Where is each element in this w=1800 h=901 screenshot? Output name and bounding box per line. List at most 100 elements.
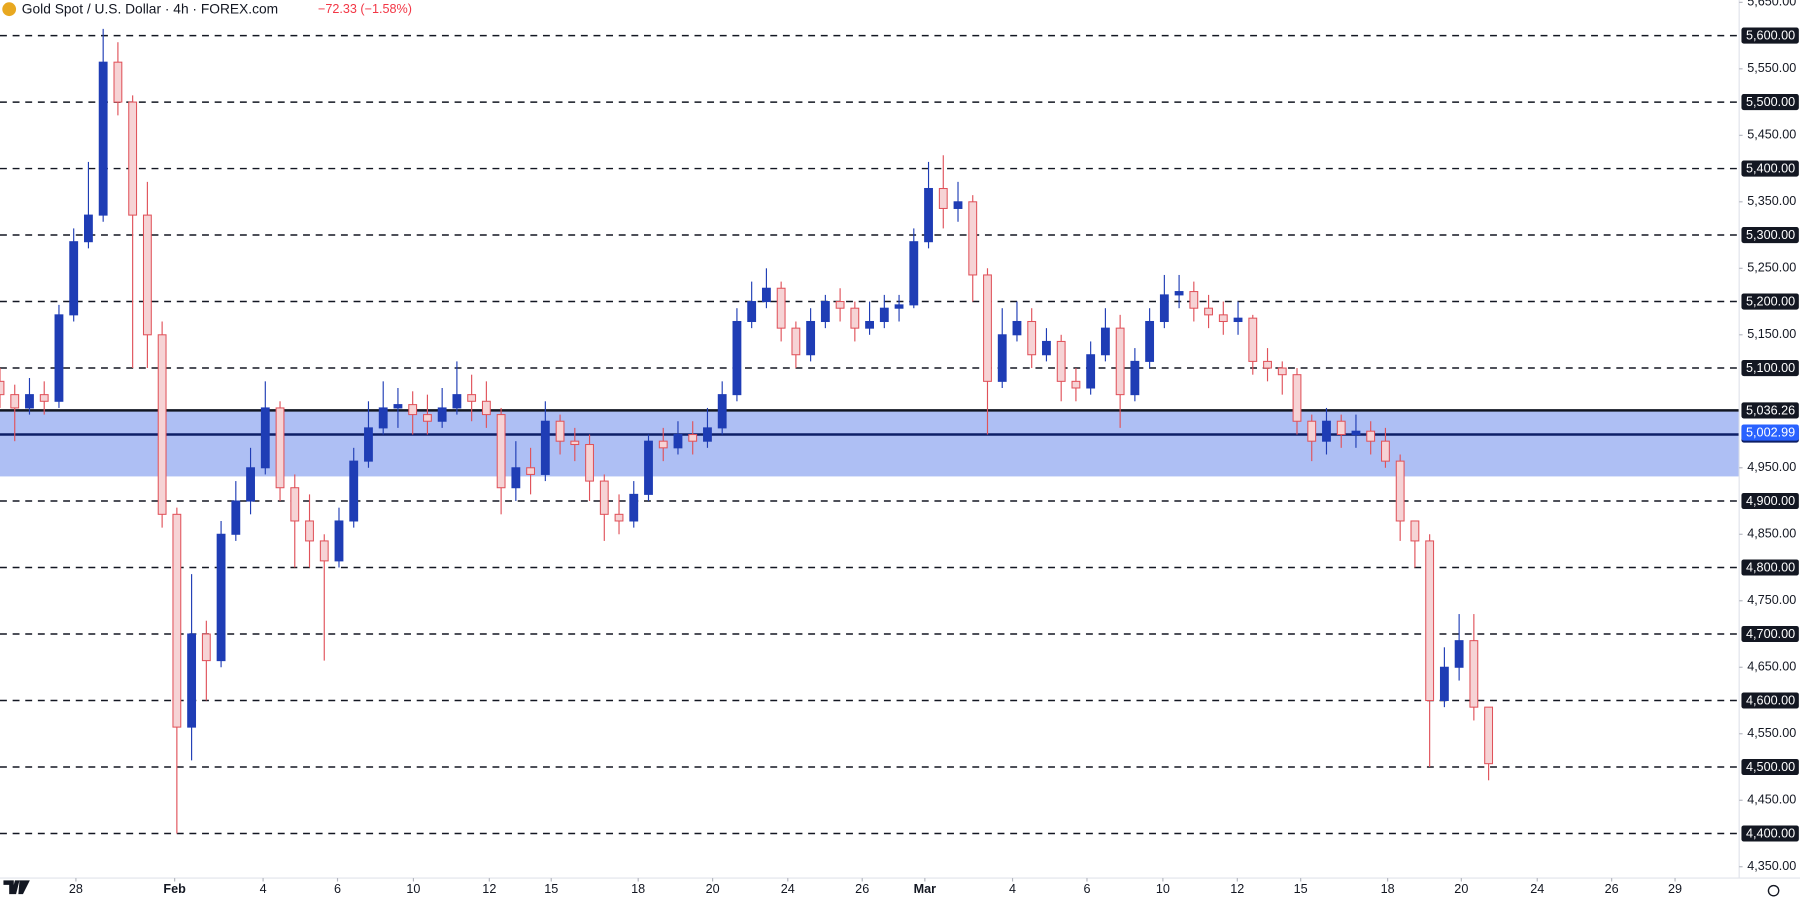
candle-body: [39, 394, 49, 402]
level-label-bg: [1741, 692, 1799, 709]
line-label: 5,036.26: [1746, 403, 1795, 417]
y-tick-label: 4,950.00: [1747, 460, 1796, 474]
candle-body: [260, 407, 270, 469]
candle-body: [1086, 354, 1096, 389]
candle-body: [555, 420, 565, 442]
candle-body: [1439, 666, 1449, 702]
candle-body: [791, 327, 801, 356]
candle-body: [1145, 320, 1155, 362]
candle-body: [997, 334, 1007, 382]
x-tick-label: 20: [1454, 882, 1468, 896]
candle-body: [393, 404, 403, 409]
candle-body: [423, 414, 432, 422]
candle-body: [1336, 420, 1346, 436]
level-label-bg: [1741, 825, 1799, 842]
candle-body: [275, 407, 285, 489]
candle-body: [25, 394, 34, 409]
marker-label-bg: [1741, 424, 1799, 441]
price-change: −72.33 (−1.58%): [318, 2, 412, 16]
y-tick-label: 5,250.00: [1747, 261, 1796, 275]
candle-body: [968, 201, 978, 276]
x-tick-label: 18: [631, 882, 645, 896]
candle-body: [924, 187, 933, 243]
x-tick-label: 6: [1083, 882, 1090, 896]
candle-body: [231, 500, 241, 535]
candle-body: [0, 380, 5, 396]
candle-body: [761, 287, 771, 303]
candle-body: [570, 440, 580, 446]
x-tick-label: 26: [1605, 882, 1619, 896]
candle-body: [1484, 706, 1494, 765]
candle-body: [1263, 360, 1272, 369]
candle-body: [688, 434, 698, 442]
level-label: 4,800.00: [1746, 560, 1795, 574]
candle-body: [364, 427, 373, 462]
candle-body: [216, 533, 226, 662]
zone: [0, 410, 1740, 477]
level-label: 5,500.00: [1746, 95, 1795, 109]
x-tick-label: 24: [1530, 882, 1544, 896]
candle-body: [644, 440, 653, 495]
candle-body: [732, 320, 742, 396]
candle-body: [1071, 380, 1081, 389]
level-label: 4,900.00: [1746, 494, 1795, 508]
x-tick-label: 4: [260, 882, 267, 896]
x-tick-label: 6: [334, 882, 341, 896]
candle-body: [909, 241, 919, 306]
settings-icon[interactable]: [1767, 884, 1780, 897]
candle-body: [658, 440, 668, 449]
marker-label: 5,002.99: [1746, 425, 1795, 439]
candle-body: [1027, 320, 1037, 356]
candle-body: [879, 307, 889, 323]
x-tick-label: 29: [1668, 882, 1682, 896]
candle-body: [481, 400, 491, 416]
candle-body: [938, 187, 948, 209]
candle-body: [1100, 327, 1110, 356]
y-tick-label: 4,350.00: [1747, 859, 1796, 873]
candle-body: [526, 467, 536, 475]
x-tick-label: 12: [482, 882, 496, 896]
candle-body: [290, 487, 300, 522]
x-tick-label: Feb: [163, 882, 186, 896]
candle-body: [1012, 320, 1022, 336]
candle-body: [1395, 460, 1405, 522]
symbol-icon: [2, 2, 17, 17]
candle-body: [113, 61, 123, 103]
candle-body: [1381, 440, 1390, 462]
candle-body: [1454, 640, 1464, 668]
level-label: 4,600.00: [1746, 693, 1795, 707]
x-tick-label: 10: [406, 882, 420, 896]
candle-body: [953, 201, 963, 209]
candle-body: [1233, 317, 1243, 323]
candle-body: [1351, 430, 1361, 436]
x-tick-label: 10: [1156, 882, 1170, 896]
candle-body: [1277, 367, 1287, 376]
y-tick-label: 4,850.00: [1747, 527, 1796, 541]
candle-body: [1425, 540, 1435, 702]
candle-body: [1307, 420, 1317, 442]
candle-body: [334, 520, 344, 562]
candle-body: [1042, 340, 1051, 356]
level-label-bg: [1741, 360, 1799, 377]
candle-body: [835, 301, 845, 309]
candle-body: [511, 467, 521, 489]
axes: 5,650.00 5,550.00 5,450.00 5,350.00 5,250.00…: [69, 0, 1799, 896]
y-tick-label: 5,650.00: [1747, 0, 1796, 9]
candle-body: [452, 394, 462, 409]
x-tick-label: 26: [855, 882, 869, 896]
candle-body: [201, 633, 211, 662]
candle-body: [1469, 640, 1479, 708]
candle-body: [599, 480, 609, 515]
level-label: 5,400.00: [1746, 161, 1795, 175]
chart-title: Gold Spot / U.S. Dollar · 4h · FOREX.com: [22, 1, 278, 16]
candle-body: [10, 394, 20, 409]
y-tick-label: 5,550.00: [1747, 61, 1796, 75]
level-label-bg: [1741, 227, 1799, 244]
candle-body: [319, 540, 329, 562]
candle-body: [246, 467, 255, 502]
level-label-bg: [1741, 625, 1799, 643]
candle-body: [54, 314, 64, 402]
candle-body: [776, 287, 786, 329]
